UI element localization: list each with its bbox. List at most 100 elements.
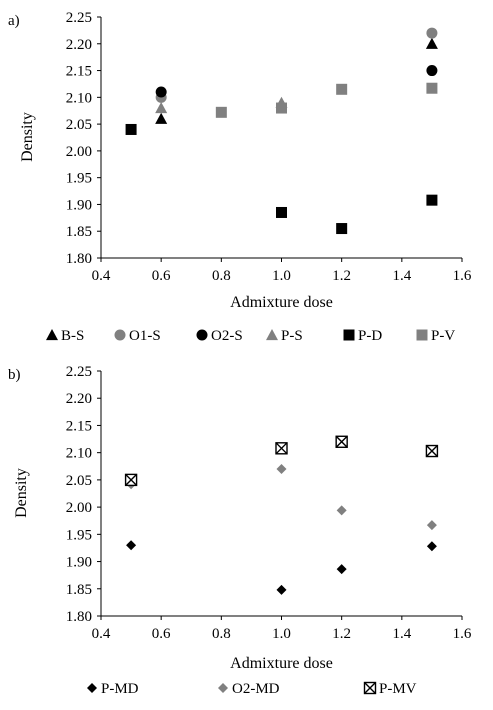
data-point [426,194,438,206]
data-point [426,82,438,94]
legend-marker [46,329,58,341]
legend-label: P-S [281,328,303,344]
series-O1-S [155,27,438,103]
y-tick-label: 2.25 [66,10,92,26]
data-point [336,505,347,516]
marker-cross [125,473,138,486]
legend: P-MD O2-MD P-MV [87,681,417,697]
legend-item: P-MV [363,681,417,697]
chart-panel-b: 1.80 1.85 1.90 1.95 2.00 2.05 2.10 2.15 2.20 2.25… [8,364,472,697]
y-tick-label: 2.20 [66,37,92,53]
data-point [275,442,288,455]
data-point [426,65,438,77]
legend-label: P-MV [379,681,417,697]
legend-label: O1-S [129,328,161,344]
y-tick-label: 1.80 [66,251,92,267]
legend-item: O2-MD [218,681,280,697]
y-tick-label: 1.80 [66,609,92,625]
y-tick-label: 1.90 [66,197,92,213]
y-axis-title: Density [13,468,30,518]
series-P-D [125,123,438,235]
data-point [425,37,438,49]
x-axis-title: Admixture dose [230,655,333,672]
x-tick-label: 0.4 [92,268,111,284]
y-axis-title: Density [19,112,36,162]
legend-item: P-MD [87,681,139,697]
legend-marker [196,329,208,341]
chart-panel-a: 1.80 1.85 1.90 1.95 2.00 2.05 2.10 2.15 2.20 2.25… [8,10,472,344]
series-B-S [155,37,438,124]
x-tick-label: 1.6 [453,626,472,642]
y-tick-label: 2.00 [66,144,92,160]
data-point [426,541,437,552]
legend-marker [416,329,428,341]
series-P-MD [126,540,437,595]
y-tick-label: 1.95 [66,171,92,187]
legend-label: O2-S [211,328,243,344]
legend-marker [87,683,97,693]
data-point [336,223,348,235]
y-tick-label: 1.90 [66,555,92,571]
x-tick-label: 0.8 [212,626,231,642]
legend-item: P-D [343,328,382,344]
marker-cross [335,435,348,448]
legend-marker [343,329,355,341]
legend-marker [114,329,126,341]
y-tick-label: 1.85 [66,582,92,598]
x-tick-label: 1.4 [392,268,411,284]
x-tick-label: 1.2 [332,268,351,284]
data-point [276,102,287,114]
legend-item: P-S [266,328,303,344]
legend-item: O2-S [196,328,243,344]
data-point [124,473,138,487]
series-P-V [215,82,438,118]
data-point [335,435,348,448]
x-tick-label: 0.6 [152,626,171,642]
x-tick-label: 1.0 [272,626,291,642]
data-point [125,123,137,135]
y-tick-label: 2.10 [66,90,92,106]
data-point [336,564,347,575]
x-tick-label: 0.4 [92,626,111,642]
data-point [276,584,287,595]
legend-item: P-V [416,328,455,344]
marker-cross [425,445,438,458]
x-tick-label: 1.4 [392,626,411,642]
y-tick-label: 2.20 [66,391,92,407]
y-tick-label: 2.15 [66,418,92,434]
legend-marker [218,683,228,693]
legend-marker [363,681,377,695]
y-tick-label: 2.00 [66,500,92,516]
data-point [155,112,168,124]
data-point [336,83,348,95]
series-O2-S [155,65,438,98]
data-point [425,444,439,458]
legend-item: O1-S [114,328,161,344]
x-tick-label: 0.8 [212,268,231,284]
y-tick-label: 2.25 [66,364,92,380]
marker-cross [364,682,376,694]
panel-label: a) [8,13,20,29]
y-tick-label: 1.95 [66,527,92,543]
data-point [155,86,167,98]
legend-label: P-V [431,328,455,344]
x-tick-label: 1.6 [453,268,472,284]
x-tick-label: 1.2 [332,626,351,642]
y-tick-label: 2.10 [66,446,92,462]
y-tick-label: 1.85 [66,224,92,240]
y-tick-label: 2.05 [66,117,92,133]
y-tick-label: 2.15 [66,64,92,80]
legend-marker [266,329,278,341]
series-O2-MD [126,464,437,531]
data-point [215,106,227,118]
marker-cross [275,442,288,455]
legend-label: P-MD [101,681,139,697]
legend: B-S O1-S O2-S P-S P-D P-V [46,328,455,344]
data-point [126,540,137,551]
y-tick-label: 2.05 [66,473,92,489]
legend-item: B-S [46,328,84,344]
data-point [426,520,437,531]
x-axis-title: Admixture dose [230,294,333,311]
legend-label: P-D [358,328,382,344]
